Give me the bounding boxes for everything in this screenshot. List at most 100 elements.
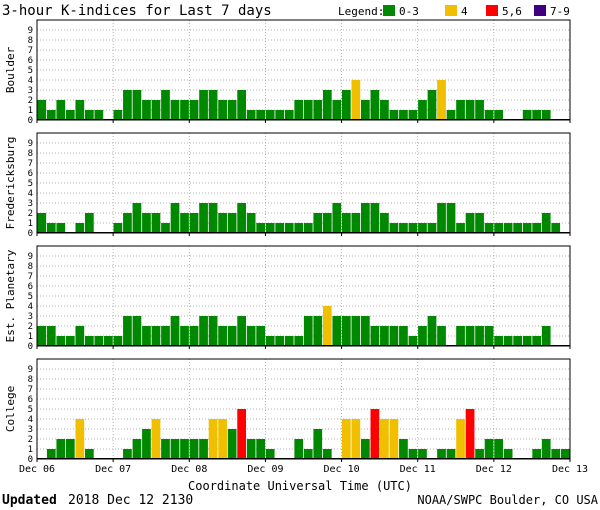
kp-bar	[46, 110, 56, 120]
kp-bar	[303, 316, 313, 346]
kp-bar	[208, 203, 218, 233]
kp-bar	[46, 326, 56, 346]
kp-bar	[532, 110, 542, 120]
y-tick-label: 6	[28, 282, 33, 292]
kp-bar	[75, 326, 85, 346]
kp-bar	[75, 419, 85, 459]
panel-frame	[36, 245, 571, 347]
legend-swatch	[534, 5, 546, 16]
panel-frame	[36, 358, 571, 460]
y-tick-label: 1	[28, 445, 33, 455]
panels: 0123456789Boulder0123456789Fredericksbur…	[4, 19, 571, 465]
kp-bar	[151, 326, 161, 346]
x-tick-label: Dec 12	[476, 464, 512, 475]
kp-bar	[332, 100, 342, 120]
kp-bar	[332, 316, 342, 346]
kp-bar	[522, 110, 532, 120]
legend-item-label: 5,6	[502, 5, 522, 18]
kp-bar	[113, 223, 123, 233]
kp-bar	[104, 336, 113, 346]
legend-item-label: 7-9	[550, 5, 570, 18]
kp-bar	[246, 213, 256, 233]
kp-bar	[246, 326, 256, 346]
kp-bar	[465, 326, 475, 346]
kp-bar	[151, 213, 161, 233]
kp-bar	[341, 213, 351, 233]
legend-item-label: 0-3	[399, 5, 419, 18]
y-tick-label: 1	[28, 219, 33, 229]
kp-bar	[46, 449, 56, 459]
panel-ylabel: Fredericksburg	[4, 137, 17, 230]
kp-bar	[227, 326, 237, 346]
kp-bar	[551, 223, 561, 233]
kp-bar	[437, 80, 446, 120]
legend: Legend: 0-3 4 5,6 7-9	[338, 5, 570, 18]
kp-bar	[322, 90, 332, 120]
kp-bar	[437, 326, 446, 346]
kp-bar	[56, 223, 66, 233]
y-tick-label: 4	[28, 189, 33, 199]
kp-bar	[541, 110, 551, 120]
kp-bar	[189, 439, 199, 459]
kp-bar	[237, 316, 246, 346]
kp-bar	[170, 439, 180, 459]
y-tick-label: 2	[28, 322, 33, 332]
kp-bar	[351, 213, 361, 233]
y-tick-label: 2	[28, 209, 33, 219]
kp-bar	[37, 326, 47, 346]
y-tick-label: 7	[28, 272, 33, 282]
y-tick-label: 7	[28, 385, 33, 395]
kp-bar	[199, 90, 208, 120]
kp-bar	[380, 100, 389, 120]
kp-bar	[56, 100, 66, 120]
kp-bar	[237, 203, 246, 233]
kp-bar	[494, 336, 503, 346]
kp-bar	[370, 203, 380, 233]
y-tick-label: 0	[28, 229, 33, 239]
kp-bar	[446, 203, 456, 233]
kp-bar	[380, 419, 389, 459]
kp-bar	[161, 90, 170, 120]
y-tick-label: 0	[28, 342, 33, 352]
kp-bar	[180, 326, 189, 346]
y-tick-label: 1	[28, 332, 33, 342]
kp-bar	[303, 223, 313, 233]
kp-bar	[94, 336, 104, 346]
kp-bar	[494, 110, 503, 120]
kp-bar	[456, 223, 465, 233]
y-tick-label: 0	[28, 455, 33, 465]
x-tick-label: Dec 10	[324, 464, 360, 475]
kp-bar	[294, 439, 304, 459]
kp-bar	[170, 100, 180, 120]
kp-bar	[227, 429, 237, 459]
kp-bar	[84, 110, 94, 120]
kp-bar	[313, 316, 323, 346]
kp-bar	[294, 223, 304, 233]
kp-bar	[170, 316, 180, 346]
kp-bar	[341, 90, 351, 120]
kp-bar	[427, 90, 437, 120]
legend-swatch	[486, 5, 498, 16]
kp-bar	[427, 223, 437, 233]
kp-bar	[170, 203, 180, 233]
kp-bar	[446, 110, 456, 120]
kp-bar	[351, 419, 361, 459]
kp-bar	[65, 110, 75, 120]
x-tick-label: Dec 09	[247, 464, 283, 475]
kp-bar	[484, 223, 494, 233]
kp-bar	[351, 316, 361, 346]
x-tick-label: Dec 07	[95, 464, 131, 475]
kp-bar	[142, 213, 151, 233]
kp-bar	[380, 326, 389, 346]
kp-bar	[294, 100, 304, 120]
kp-bar	[399, 439, 408, 459]
kp-bar	[189, 100, 199, 120]
kp-bar	[151, 100, 161, 120]
y-tick-label: 7	[28, 46, 33, 56]
kp-bar	[37, 213, 47, 233]
kp-bar	[161, 326, 170, 346]
kp-bar	[199, 203, 208, 233]
kp-bar	[303, 100, 313, 120]
